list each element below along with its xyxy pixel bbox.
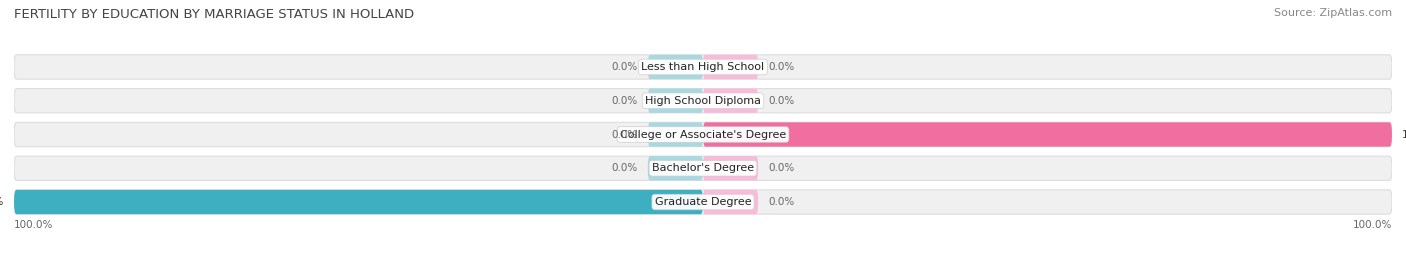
Text: 0.0%: 0.0% xyxy=(612,129,637,140)
Text: College or Associate's Degree: College or Associate's Degree xyxy=(620,129,786,140)
Text: 0.0%: 0.0% xyxy=(612,62,637,72)
Text: High School Diploma: High School Diploma xyxy=(645,96,761,106)
FancyBboxPatch shape xyxy=(648,156,703,180)
FancyBboxPatch shape xyxy=(14,190,703,214)
Text: Less than High School: Less than High School xyxy=(641,62,765,72)
Text: 100.0%: 100.0% xyxy=(14,220,53,229)
FancyBboxPatch shape xyxy=(703,89,758,113)
Text: 0.0%: 0.0% xyxy=(612,96,637,106)
FancyBboxPatch shape xyxy=(14,122,1392,147)
FancyBboxPatch shape xyxy=(648,122,703,147)
FancyBboxPatch shape xyxy=(14,89,1392,113)
FancyBboxPatch shape xyxy=(703,122,1392,147)
Text: 100.0%: 100.0% xyxy=(1402,129,1406,140)
FancyBboxPatch shape xyxy=(703,190,758,214)
Text: 100.0%: 100.0% xyxy=(0,197,4,207)
FancyBboxPatch shape xyxy=(648,89,703,113)
FancyBboxPatch shape xyxy=(14,55,1392,79)
Text: 0.0%: 0.0% xyxy=(612,163,637,173)
Text: 0.0%: 0.0% xyxy=(769,96,794,106)
Text: 100.0%: 100.0% xyxy=(1353,220,1392,229)
FancyBboxPatch shape xyxy=(14,156,1392,180)
Legend: Married, Unmarried: Married, Unmarried xyxy=(620,264,786,269)
Text: Source: ZipAtlas.com: Source: ZipAtlas.com xyxy=(1274,8,1392,18)
Text: Graduate Degree: Graduate Degree xyxy=(655,197,751,207)
FancyBboxPatch shape xyxy=(14,190,1392,214)
Text: 0.0%: 0.0% xyxy=(769,62,794,72)
FancyBboxPatch shape xyxy=(703,156,758,180)
Text: 0.0%: 0.0% xyxy=(769,197,794,207)
Text: 0.0%: 0.0% xyxy=(769,163,794,173)
Text: Bachelor's Degree: Bachelor's Degree xyxy=(652,163,754,173)
FancyBboxPatch shape xyxy=(703,55,758,79)
FancyBboxPatch shape xyxy=(648,55,703,79)
Text: FERTILITY BY EDUCATION BY MARRIAGE STATUS IN HOLLAND: FERTILITY BY EDUCATION BY MARRIAGE STATU… xyxy=(14,8,415,21)
